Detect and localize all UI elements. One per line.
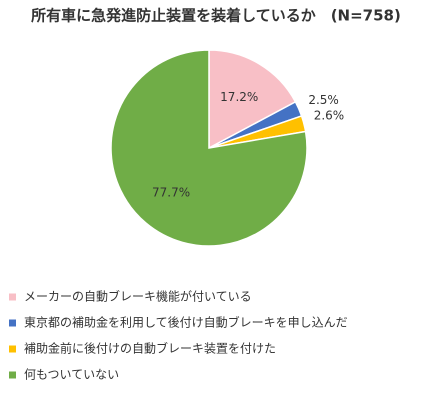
data-label: 17.2% bbox=[220, 90, 258, 104]
legend-marker bbox=[9, 293, 16, 301]
pie-slice bbox=[208, 49, 297, 150]
legend-label: 補助金前に後付けの自動ブレーキ装置を付けた bbox=[24, 341, 276, 356]
data-label: 77.7% bbox=[152, 185, 190, 199]
legend-marker bbox=[9, 319, 16, 327]
legend-marker bbox=[9, 345, 16, 353]
legend-marker bbox=[9, 371, 16, 379]
chart-title: 所有車に急発進防止装置を装着しているか (N=758) bbox=[31, 7, 401, 25]
data-label: 2.5% bbox=[308, 93, 339, 107]
data-label: 2.6% bbox=[314, 109, 345, 123]
pie-slice bbox=[110, 49, 308, 247]
legend-label: メーカーの自動ブレーキ機能が付いている bbox=[24, 289, 252, 304]
legend-label: 東京都の補助金を利用して後付け自動ブレーキを申し込んだ bbox=[24, 315, 348, 330]
legend-label: 何もついていない bbox=[24, 368, 119, 382]
